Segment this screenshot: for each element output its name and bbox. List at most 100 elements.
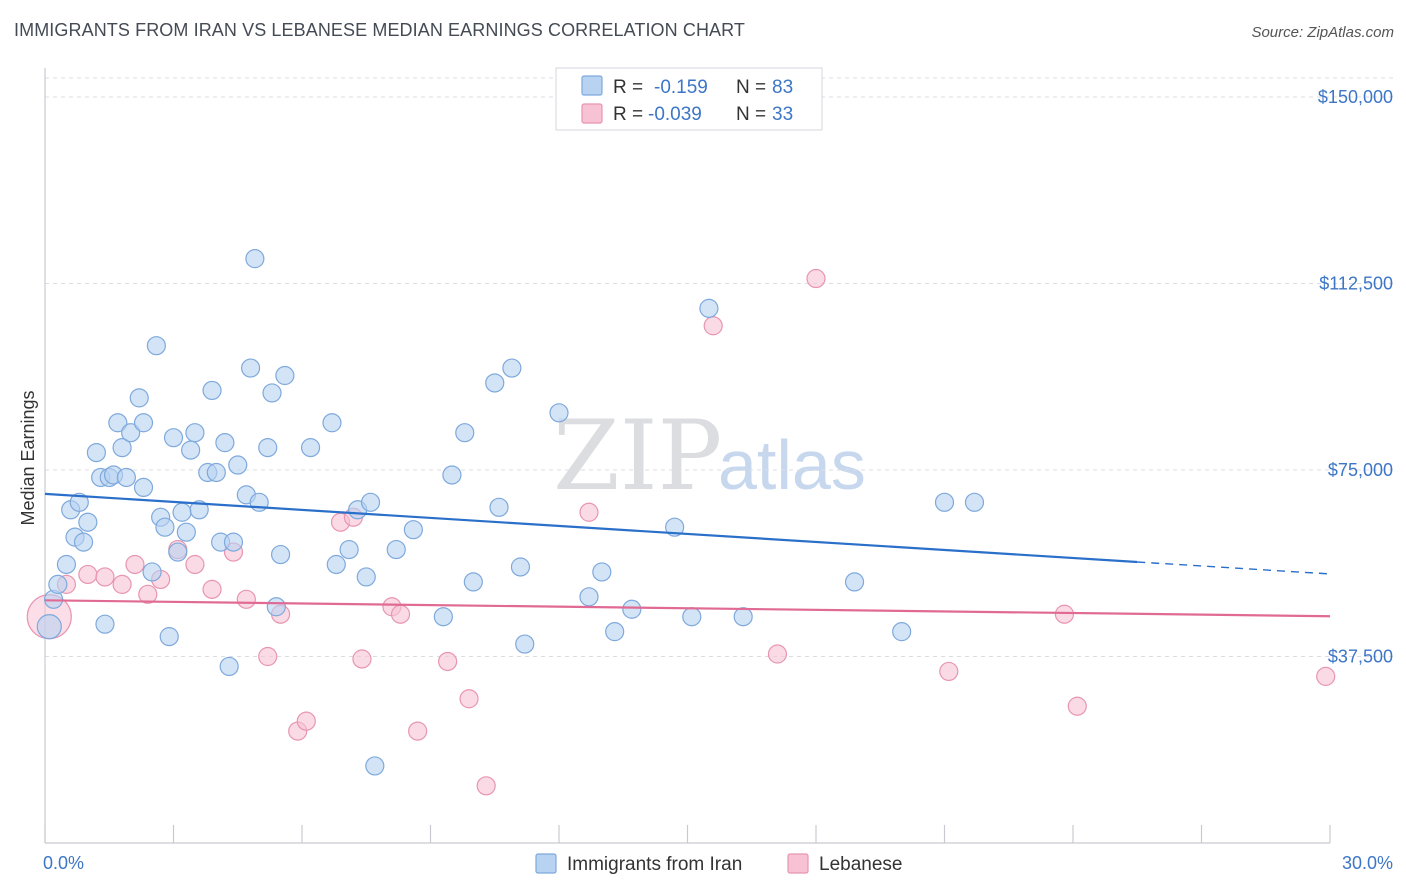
legend-n-label-lebanese: N = xyxy=(736,104,766,125)
lebanese-point-23 xyxy=(438,651,458,672)
iran-point-79 xyxy=(892,622,912,642)
iran-point-58 xyxy=(386,539,406,560)
lebanese-point-5 xyxy=(125,554,145,575)
iran-point-66 xyxy=(502,358,522,378)
legend-n-label-iran: N = xyxy=(736,77,766,98)
iran-point-32 xyxy=(189,500,209,520)
iran-point-69 xyxy=(549,403,569,423)
lebanese-point-19 xyxy=(352,649,372,669)
iran-point-42 xyxy=(241,358,261,378)
bottom-legend: Immigrants from Iran Lebanese xyxy=(535,853,902,875)
iran-point-39 xyxy=(223,532,244,552)
iran-point-7 xyxy=(73,532,94,552)
iran-point-43 xyxy=(245,249,265,269)
iran-point-34 xyxy=(202,380,222,401)
trend-line-iran-extension xyxy=(1137,561,1331,575)
iran-point-49 xyxy=(275,365,295,386)
iran-point-71 xyxy=(592,562,612,582)
iran-point-20 xyxy=(133,477,154,498)
iran-point-70 xyxy=(579,587,599,607)
iran-point-55 xyxy=(356,567,376,587)
axes xyxy=(44,68,1331,844)
trend-line-iran xyxy=(44,492,1138,564)
iran-point-50 xyxy=(300,438,321,458)
iran-point-62 xyxy=(455,423,475,443)
iran-point-38 xyxy=(219,656,239,677)
iran-point-74 xyxy=(665,517,685,537)
iran-point-17 xyxy=(121,423,141,443)
lebanese-point-3 xyxy=(95,567,115,587)
iran-point-45 xyxy=(258,438,278,458)
iran-point-14 xyxy=(108,413,128,433)
bottom-legend-swatch-lebanese xyxy=(787,853,809,874)
lebanese-point-13 xyxy=(258,646,278,667)
lebanese-point-24 xyxy=(459,689,479,709)
bottom-legend-swatch-iran xyxy=(535,853,557,874)
lebanese-point-4 xyxy=(112,574,132,594)
x-tick-label-min: 0.0% xyxy=(43,853,84,873)
y-tick-label-0: $37,500 xyxy=(1328,647,1393,667)
iran-point-53 xyxy=(339,539,359,560)
iran-point-9 xyxy=(86,442,107,463)
y-tick-label-2: $112,500 xyxy=(1319,274,1393,294)
series-iran-points xyxy=(36,249,985,776)
legend-n-value-iran: 83 xyxy=(772,77,793,98)
watermark: ZIP atlas xyxy=(553,400,866,512)
iran-point-68 xyxy=(515,634,535,654)
lebanese-point-2 xyxy=(78,564,98,585)
iran-point-51 xyxy=(322,413,342,433)
trend-lines xyxy=(44,492,1331,618)
iran-point-78 xyxy=(844,572,865,592)
legend-r-value-lebanese: -0.039 xyxy=(648,104,702,125)
lebanese-point-10 xyxy=(202,579,222,599)
iran-point-11 xyxy=(95,614,115,634)
lebanese-point-31 xyxy=(1054,604,1075,624)
iran-point-19 xyxy=(133,413,154,433)
iran-point-15 xyxy=(112,438,132,458)
iran-point-24 xyxy=(155,517,175,537)
iran-point-75 xyxy=(682,607,702,627)
y-tick-label-1: $75,000 xyxy=(1328,460,1393,480)
iran-point-64 xyxy=(485,373,505,393)
lebanese-point-28 xyxy=(767,644,788,664)
iran-point-31 xyxy=(185,423,205,443)
iran-point-28 xyxy=(172,502,192,522)
lebanese-point-30 xyxy=(939,661,959,682)
iran-point-21 xyxy=(142,562,162,582)
lebanese-point-22 xyxy=(408,721,428,741)
iran-point-16 xyxy=(116,467,136,488)
iran-point-27 xyxy=(168,542,188,562)
legend: R = -0.159 N = 83 R = -0.039 N = 33 xyxy=(555,67,823,131)
iran-point-8 xyxy=(78,512,98,532)
iran-point-81 xyxy=(964,492,985,512)
iran-point-56 xyxy=(360,492,381,512)
legend-n-value-lebanese: 33 xyxy=(772,104,793,125)
iran-point-35 xyxy=(206,462,226,483)
legend-r-label-iran: R = xyxy=(613,77,643,98)
bottom-legend-label-lebanese: Lebanese xyxy=(819,854,902,875)
trend-line-lebanese xyxy=(44,599,1331,618)
lebanese-point-21 xyxy=(390,604,411,624)
lebanese-point-27 xyxy=(703,316,723,336)
iran-point-72 xyxy=(605,622,625,642)
chart-source: Source: ZipAtlas.com xyxy=(1251,24,1394,41)
iran-point-47 xyxy=(266,597,286,617)
y-tick-labels: $37,500 $75,000 $112,500 $150,000 xyxy=(1318,87,1393,667)
iran-point-73 xyxy=(622,599,642,619)
lebanese-point-26 xyxy=(579,502,599,522)
lebanese-point-25 xyxy=(476,776,496,796)
iran-point-77 xyxy=(733,607,753,627)
iran-point-25 xyxy=(159,627,179,647)
iran-point-59 xyxy=(403,520,423,540)
lebanese-point-6 xyxy=(138,584,158,604)
x-tick-labels: 0.0% 30.0% xyxy=(43,853,1393,873)
iran-point-48 xyxy=(270,544,291,565)
iran-point-2 xyxy=(48,574,68,594)
watermark-zip: ZIP xyxy=(553,400,722,512)
chart-title: IMMIGRANTS FROM IRAN VS LEBANESE MEDIAN … xyxy=(14,20,746,40)
y-tick-label-3: $150,000 xyxy=(1318,87,1393,107)
iran-point-61 xyxy=(442,465,462,485)
watermark-atlas: atlas xyxy=(718,426,866,504)
lebanese-point-12 xyxy=(236,589,256,609)
iran-point-67 xyxy=(510,557,531,577)
